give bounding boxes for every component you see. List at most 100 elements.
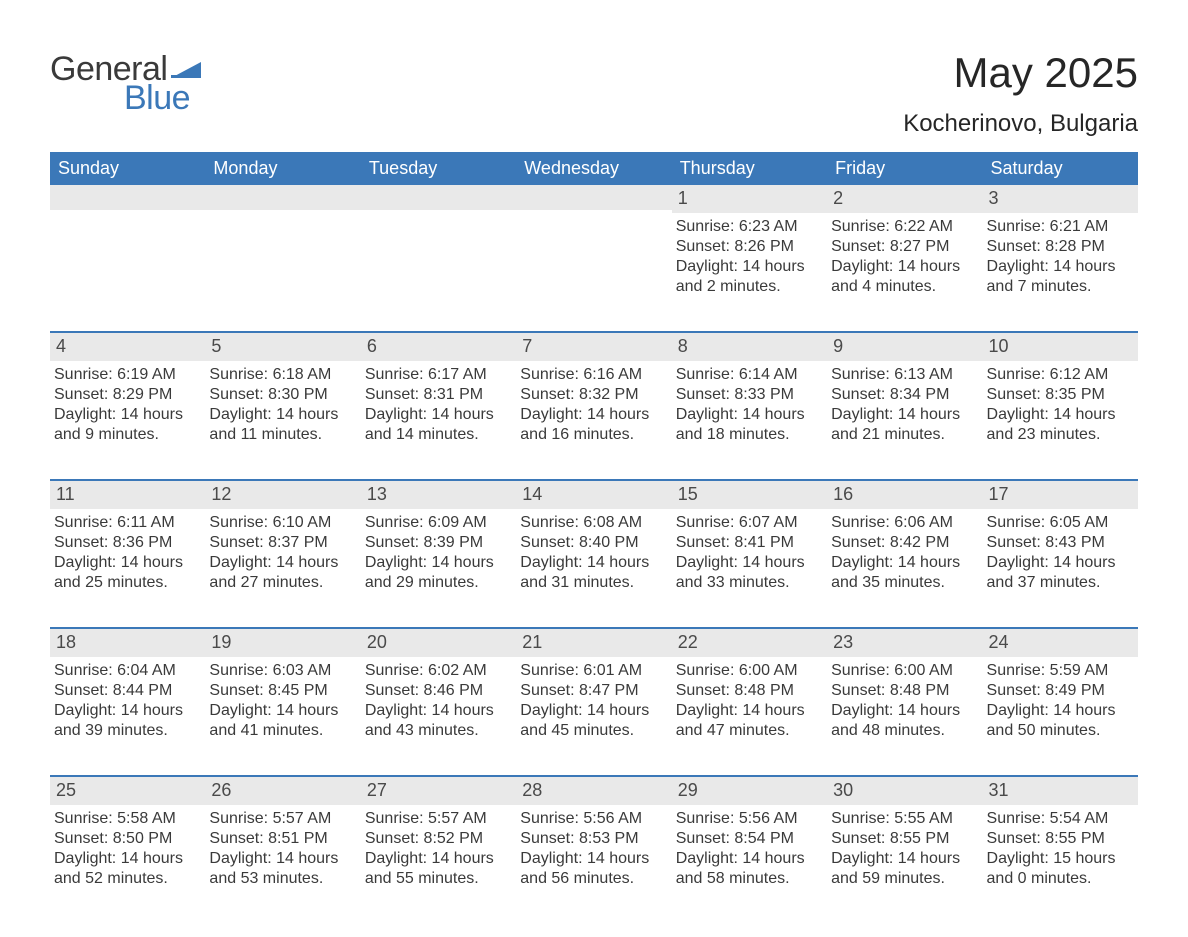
calendar-cell: 7Sunrise: 6:16 AMSunset: 8:32 PMDaylight… [516, 333, 671, 453]
cell-body: Sunrise: 6:07 AMSunset: 8:41 PMDaylight:… [672, 509, 827, 593]
day-number: 15 [672, 481, 827, 508]
sunset-line: Sunset: 8:30 PM [209, 385, 356, 405]
location-label: Kocherinovo, Bulgaria [903, 110, 1138, 138]
calendar-cell: 20Sunrise: 6:02 AMSunset: 8:46 PMDayligh… [361, 629, 516, 749]
cell-body: Sunrise: 6:21 AMSunset: 8:28 PMDaylight:… [983, 213, 1138, 297]
sunset-line: Sunset: 8:31 PM [365, 385, 512, 405]
cell-body: Sunrise: 6:18 AMSunset: 8:30 PMDaylight:… [205, 361, 360, 445]
daylight-line: Daylight: 14 hours and 58 minutes. [676, 849, 823, 889]
sunset-line: Sunset: 8:32 PM [520, 385, 667, 405]
calendar-cell: 17Sunrise: 6:05 AMSunset: 8:43 PMDayligh… [983, 481, 1138, 601]
calendar-week: 11Sunrise: 6:11 AMSunset: 8:36 PMDayligh… [50, 479, 1138, 601]
calendar-cell: 6Sunrise: 6:17 AMSunset: 8:31 PMDaylight… [361, 333, 516, 453]
sunrise-line: Sunrise: 6:10 AM [209, 513, 356, 533]
sunrise-line: Sunrise: 6:22 AM [831, 217, 978, 237]
daylight-line: Daylight: 14 hours and 33 minutes. [676, 553, 823, 593]
cell-body: Sunrise: 6:23 AMSunset: 8:26 PMDaylight:… [672, 213, 827, 297]
calendar-cell: 13Sunrise: 6:09 AMSunset: 8:39 PMDayligh… [361, 481, 516, 601]
sunrise-line: Sunrise: 5:58 AM [54, 809, 201, 829]
cell-body: Sunrise: 5:55 AMSunset: 8:55 PMDaylight:… [827, 805, 982, 889]
calendar-cell: 11Sunrise: 6:11 AMSunset: 8:36 PMDayligh… [50, 481, 205, 601]
sunrise-line: Sunrise: 6:11 AM [54, 513, 201, 533]
sunrise-line: Sunrise: 6:14 AM [676, 365, 823, 385]
sunrise-line: Sunrise: 6:08 AM [520, 513, 667, 533]
calendar-cell: 21Sunrise: 6:01 AMSunset: 8:47 PMDayligh… [516, 629, 671, 749]
sunset-line: Sunset: 8:37 PM [209, 533, 356, 553]
sunset-line: Sunset: 8:48 PM [831, 681, 978, 701]
calendar-cell: 14Sunrise: 6:08 AMSunset: 8:40 PMDayligh… [516, 481, 671, 601]
sunrise-line: Sunrise: 6:03 AM [209, 661, 356, 681]
sunrise-line: Sunrise: 6:13 AM [831, 365, 978, 385]
day-number: 8 [672, 333, 827, 360]
calendar-page: General Blue May 2025 Kocherinovo, Bulga… [0, 0, 1188, 937]
daylight-line: Daylight: 14 hours and 48 minutes. [831, 701, 978, 741]
daylight-line: Daylight: 14 hours and 14 minutes. [365, 405, 512, 445]
day-number: 29 [672, 777, 827, 804]
daylight-line: Daylight: 14 hours and 9 minutes. [54, 405, 201, 445]
day-number: 30 [827, 777, 982, 804]
sunset-line: Sunset: 8:43 PM [987, 533, 1134, 553]
day-number: 16 [827, 481, 982, 508]
calendar-cell: 18Sunrise: 6:04 AMSunset: 8:44 PMDayligh… [50, 629, 205, 749]
sunset-line: Sunset: 8:55 PM [831, 829, 978, 849]
sunrise-line: Sunrise: 6:21 AM [987, 217, 1134, 237]
calendar-grid: SundayMondayTuesdayWednesdayThursdayFrid… [50, 152, 1138, 897]
sunrise-line: Sunrise: 5:59 AM [987, 661, 1134, 681]
cell-body: Sunrise: 6:02 AMSunset: 8:46 PMDaylight:… [361, 657, 516, 741]
cell-body: Sunrise: 6:12 AMSunset: 8:35 PMDaylight:… [983, 361, 1138, 445]
day-number [516, 185, 671, 210]
daylight-line: Daylight: 14 hours and 7 minutes. [987, 257, 1134, 297]
calendar-cell: 16Sunrise: 6:06 AMSunset: 8:42 PMDayligh… [827, 481, 982, 601]
sunrise-line: Sunrise: 6:04 AM [54, 661, 201, 681]
day-number: 2 [827, 185, 982, 212]
daylight-line: Daylight: 14 hours and 2 minutes. [676, 257, 823, 297]
calendar-cell: 2Sunrise: 6:22 AMSunset: 8:27 PMDaylight… [827, 185, 982, 305]
daylight-line: Daylight: 14 hours and 27 minutes. [209, 553, 356, 593]
day-number: 11 [50, 481, 205, 508]
weeks-container: 1Sunrise: 6:23 AMSunset: 8:26 PMDaylight… [50, 185, 1138, 897]
day-header: Saturday [983, 152, 1138, 185]
cell-body: Sunrise: 5:59 AMSunset: 8:49 PMDaylight:… [983, 657, 1138, 741]
sunrise-line: Sunrise: 6:00 AM [831, 661, 978, 681]
sunset-line: Sunset: 8:34 PM [831, 385, 978, 405]
sunset-line: Sunset: 8:53 PM [520, 829, 667, 849]
calendar-week: 25Sunrise: 5:58 AMSunset: 8:50 PMDayligh… [50, 775, 1138, 897]
calendar-cell: 19Sunrise: 6:03 AMSunset: 8:45 PMDayligh… [205, 629, 360, 749]
sunset-line: Sunset: 8:41 PM [676, 533, 823, 553]
daylight-line: Daylight: 14 hours and 53 minutes. [209, 849, 356, 889]
sunset-line: Sunset: 8:55 PM [987, 829, 1134, 849]
cell-body: Sunrise: 5:57 AMSunset: 8:51 PMDaylight:… [205, 805, 360, 889]
day-number: 3 [983, 185, 1138, 212]
daylight-line: Daylight: 15 hours and 0 minutes. [987, 849, 1134, 889]
day-number: 27 [361, 777, 516, 804]
cell-body: Sunrise: 6:09 AMSunset: 8:39 PMDaylight:… [361, 509, 516, 593]
sunset-line: Sunset: 8:29 PM [54, 385, 201, 405]
day-number: 24 [983, 629, 1138, 656]
calendar-cell: 1Sunrise: 6:23 AMSunset: 8:26 PMDaylight… [672, 185, 827, 305]
calendar-cell [205, 185, 360, 305]
day-header: Tuesday [361, 152, 516, 185]
sunset-line: Sunset: 8:26 PM [676, 237, 823, 257]
cell-body: Sunrise: 6:17 AMSunset: 8:31 PMDaylight:… [361, 361, 516, 445]
cell-body: Sunrise: 6:00 AMSunset: 8:48 PMDaylight:… [827, 657, 982, 741]
day-number: 26 [205, 777, 360, 804]
calendar-cell [516, 185, 671, 305]
cell-body: Sunrise: 5:57 AMSunset: 8:52 PMDaylight:… [361, 805, 516, 889]
day-number [205, 185, 360, 210]
logo-text-blue: Blue [124, 79, 190, 118]
daylight-line: Daylight: 14 hours and 31 minutes. [520, 553, 667, 593]
day-number: 21 [516, 629, 671, 656]
cell-body: Sunrise: 6:00 AMSunset: 8:48 PMDaylight:… [672, 657, 827, 741]
day-number: 25 [50, 777, 205, 804]
day-header: Thursday [672, 152, 827, 185]
cell-body: Sunrise: 6:13 AMSunset: 8:34 PMDaylight:… [827, 361, 982, 445]
sunrise-line: Sunrise: 5:56 AM [520, 809, 667, 829]
day-number: 12 [205, 481, 360, 508]
calendar-cell: 8Sunrise: 6:14 AMSunset: 8:33 PMDaylight… [672, 333, 827, 453]
calendar-cell: 3Sunrise: 6:21 AMSunset: 8:28 PMDaylight… [983, 185, 1138, 305]
cell-body: Sunrise: 5:56 AMSunset: 8:53 PMDaylight:… [516, 805, 671, 889]
day-header: Monday [205, 152, 360, 185]
sunset-line: Sunset: 8:40 PM [520, 533, 667, 553]
calendar-cell [50, 185, 205, 305]
daylight-line: Daylight: 14 hours and 47 minutes. [676, 701, 823, 741]
